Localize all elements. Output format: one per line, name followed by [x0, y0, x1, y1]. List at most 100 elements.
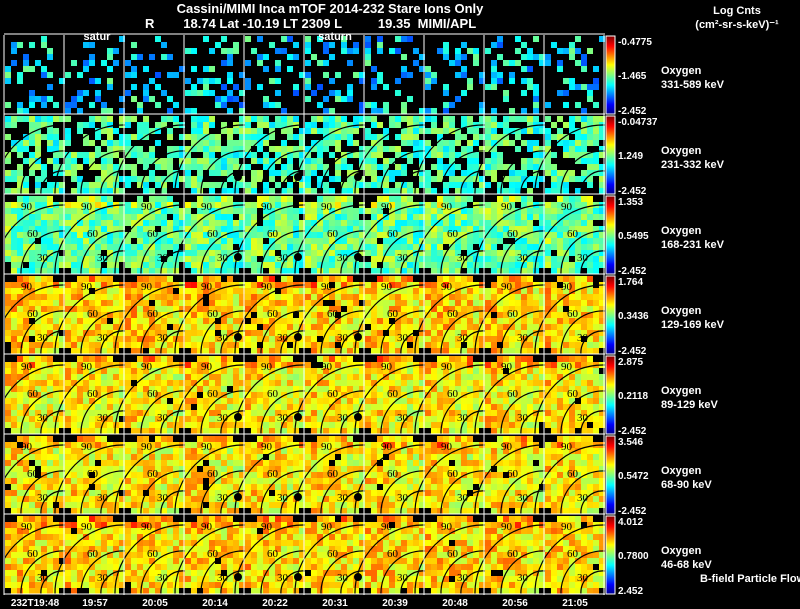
pixel-cell	[227, 164, 233, 170]
pixel-cell	[497, 282, 503, 288]
pixel-cell	[137, 122, 143, 128]
pixel-cell	[287, 146, 293, 152]
pixel-cell	[467, 244, 473, 250]
pixel-cell	[521, 164, 527, 170]
b-field-contour	[100, 410, 126, 436]
pixel-cell	[173, 392, 179, 398]
pixel-cell	[401, 170, 407, 176]
pixel-cell	[599, 214, 605, 220]
pixel-cell	[545, 256, 551, 262]
pixel-cell	[479, 404, 485, 410]
pixel-cell	[17, 262, 23, 268]
pixel-cell	[317, 128, 323, 134]
pixel-cell	[461, 54, 467, 60]
pixel-cell	[395, 362, 401, 368]
pixel-cell	[77, 226, 83, 232]
pixel-cell	[263, 416, 269, 422]
contour-label: 90	[321, 361, 333, 373]
pixel-cell	[341, 410, 347, 416]
pixel-cell	[227, 262, 233, 268]
pixel-cell	[575, 220, 581, 226]
pixel-cell	[17, 356, 23, 362]
pixel-cell	[479, 324, 485, 330]
pixel-cell	[389, 336, 395, 342]
pixel-cell	[275, 158, 281, 164]
pixel-cell	[365, 282, 371, 288]
pixel-cell	[587, 196, 593, 202]
pixel-cell	[269, 318, 275, 324]
pixel-cell	[329, 202, 335, 208]
pixel-cell	[53, 250, 59, 256]
pixel-cell	[197, 362, 203, 368]
pixel-cell	[155, 374, 161, 380]
pixel-cell	[71, 102, 77, 108]
pixel-cell	[515, 276, 521, 282]
pixel-cell	[257, 300, 263, 306]
pixel-cell	[311, 404, 317, 410]
pixel-cell	[215, 416, 221, 422]
pixel-cell	[539, 214, 545, 220]
pixel-cell	[143, 122, 149, 128]
pixel-cell	[227, 276, 233, 282]
pixel-cell	[287, 268, 293, 274]
pixel-cell	[575, 36, 581, 42]
pixel-cell	[371, 208, 377, 214]
pixel-cell	[191, 282, 197, 288]
pixel-cell	[341, 244, 347, 250]
pixel-cell	[389, 380, 395, 386]
pixel-cell	[305, 250, 311, 256]
pixel-cell	[17, 196, 23, 202]
pixel-cell	[575, 262, 581, 268]
pixel-cell	[251, 182, 257, 188]
b-field-contour	[280, 330, 306, 356]
pixel-cell	[329, 288, 335, 294]
pixel-cell	[371, 374, 377, 380]
pixel-cell	[155, 128, 161, 134]
pixel-cell	[317, 428, 323, 434]
pixel-cell	[557, 336, 563, 342]
pixel-cell	[203, 306, 209, 312]
pixel-cell	[299, 374, 305, 380]
pixel-cell	[155, 324, 161, 330]
pixel-cell	[341, 398, 347, 404]
pixel-cell	[467, 416, 473, 422]
pixel-cell	[149, 208, 155, 214]
pixel-cell	[353, 238, 359, 244]
pixel-cell	[17, 78, 23, 84]
pixel-cell	[35, 152, 41, 158]
pixel-cell	[371, 84, 377, 90]
pixel-cell	[371, 78, 377, 84]
pixel-cell	[323, 116, 329, 122]
pixel-cell	[545, 208, 551, 214]
pixel-cell	[425, 140, 431, 146]
pixel-cell	[65, 300, 71, 306]
pixel-cell	[143, 374, 149, 380]
pixel-cell	[215, 324, 221, 330]
pixel-cell	[515, 294, 521, 300]
pixel-cell	[563, 208, 569, 214]
pixel-cell	[107, 368, 113, 374]
pixel-cell	[551, 238, 557, 244]
pixel-cell	[89, 276, 95, 282]
pixel-cell	[47, 122, 53, 128]
pixel-cell	[77, 128, 83, 134]
pixel-cell	[437, 294, 443, 300]
pixel-cell	[449, 392, 455, 398]
pixel-cell	[299, 256, 305, 262]
pixel-cell	[293, 330, 299, 336]
pixel-cell	[437, 362, 443, 368]
pixel-cell	[143, 84, 149, 90]
pixel-cell	[251, 294, 257, 300]
pixel-cell	[485, 342, 491, 348]
pixel-cell	[371, 146, 377, 152]
pixel-cell	[47, 238, 53, 244]
pixel-cell	[101, 220, 107, 226]
pixel-cell	[23, 368, 29, 374]
pixel-cell	[497, 188, 503, 194]
pixel-cell	[269, 250, 275, 256]
pixel-cell	[305, 342, 311, 348]
pixel-cell	[227, 404, 233, 410]
pixel-cell	[263, 368, 269, 374]
pixel-cell	[461, 386, 467, 392]
